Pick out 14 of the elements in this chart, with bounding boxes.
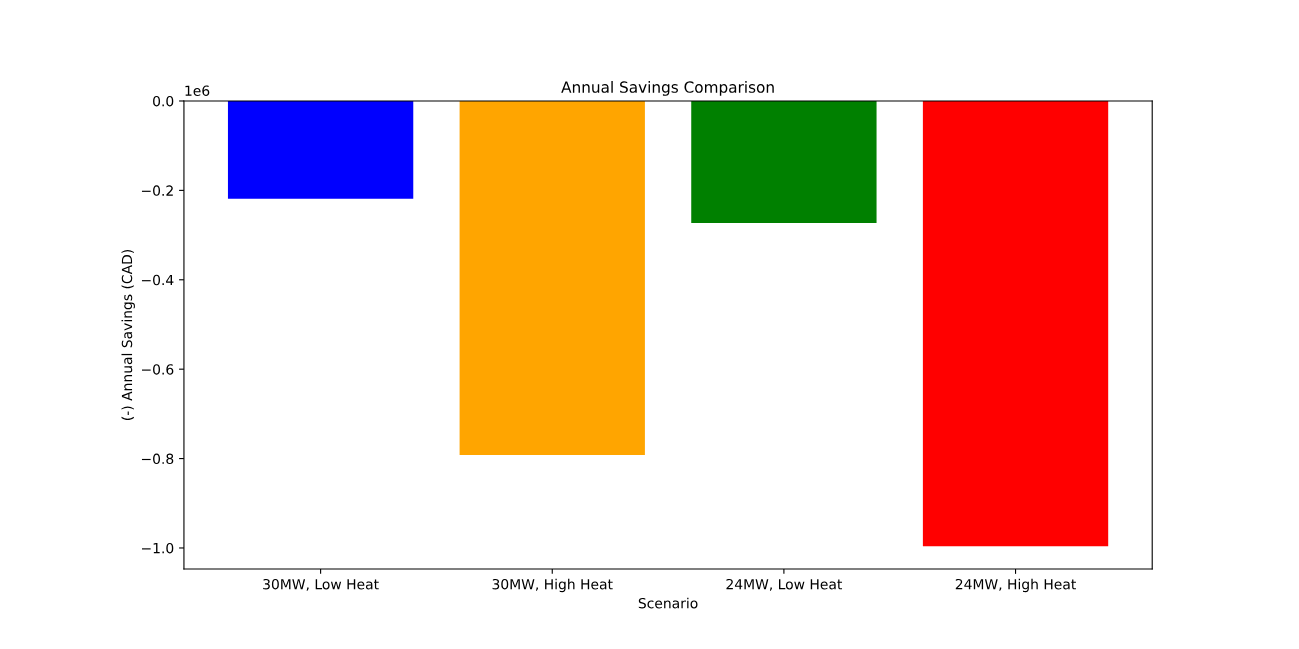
y-tick-label: −0.2 [141, 185, 173, 196]
y-tick-label: −0.6 [141, 364, 174, 375]
text: 1e6 [185, 85, 210, 96]
x-tick-label: 30MW, Low Heat [263, 578, 379, 591]
y-tick-label: −0.8 [141, 453, 174, 465]
chart-title: Annual Savings Comparison [561, 81, 774, 96]
x-tick-label: 24MW, High Heat [955, 578, 1076, 593]
y-axis-title: (-) Annual Savings (CAD) [121, 249, 135, 420]
y-tick-label: 0.0 [153, 95, 174, 107]
y-tick-label: −0.4 [141, 274, 174, 286]
x-axis-title: Scenario [638, 597, 698, 609]
x-tick-label: 24MW, Low Heat [726, 578, 843, 591]
x-tick-label: 30MW, High Heat [492, 578, 613, 593]
y-tick-label: −1.0 [141, 542, 174, 554]
